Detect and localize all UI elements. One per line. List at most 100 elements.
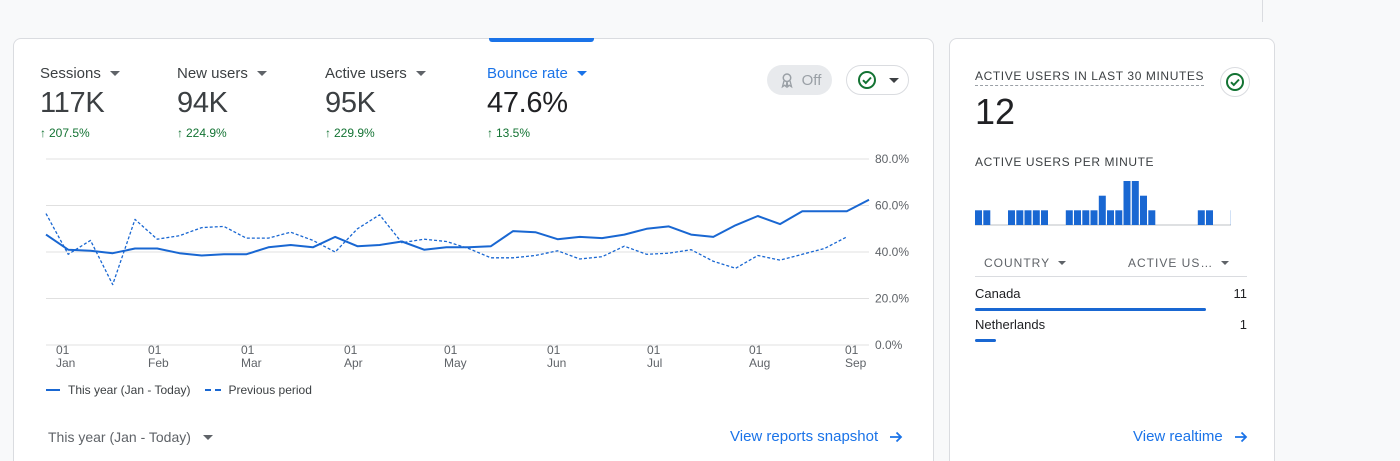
active-users-value: 1 [1239,317,1247,332]
minute-bar[interactable] [1107,210,1114,225]
active-users-column-header[interactable]: ACTIVE US… [1128,255,1230,270]
active-users-count: 12 [975,91,1016,132]
date-range-selector[interactable]: This year (Jan - Today) [48,429,213,445]
link-label: View realtime [1133,428,1223,445]
dropdown-caret-icon [576,70,587,76]
y-tick-label: 80.0% [875,152,909,166]
metric-change: 13.5% [496,126,531,140]
y-tick-label: 40.0% [875,245,909,259]
metric-tab-sessions[interactable]: Sessions 117K ↑ 207.5% [40,63,120,140]
metric-change: 224.9% [186,126,227,140]
minute-bar[interactable] [1140,195,1147,225]
series-line-previous-period [45,213,848,286]
solid-line-swatch [46,389,60,391]
view-realtime-link[interactable]: View realtime [1133,428,1249,445]
metric-label: New users [177,64,248,82]
y-tick-label: 0.0% [875,338,903,352]
metric-value: 94K [177,87,228,119]
metric-label: Bounce rate [487,64,568,82]
x-tick-day: 01 [547,343,561,357]
metric-value: 117K [40,87,105,119]
award-ribbon-icon [781,73,793,89]
x-tick-month: Aug [749,356,770,370]
minute-bar[interactable] [1115,210,1123,225]
x-tick-month: Mar [241,356,262,370]
dropdown-caret-icon [888,77,899,83]
y-tick-label: 20.0% [875,292,909,306]
x-tick-day: 01 [148,343,162,357]
dropdown-caret-icon [1221,260,1230,265]
overview-card: Sessions 117K ↑ 207.5% New users 94K ↑ 224… [13,38,934,461]
metric-tab-new-users[interactable]: New users 94K ↑ 224.9% [177,63,267,140]
legend-this-year: This year (Jan - Today) [68,383,191,397]
insights-toggle-off[interactable]: Off [767,65,832,95]
series-line-this-year [45,198,870,257]
realtime-title[interactable]: ACTIVE USERS IN LAST 30 MINUTES [975,69,1205,86]
dashed-line-swatch [204,389,221,391]
chart-legend: This year (Jan - Today) Previous period [46,383,312,397]
minute-bar[interactable] [1123,181,1131,225]
minute-bar[interactable] [1016,210,1024,225]
minute-bar[interactable] [1197,210,1205,225]
status-check-dropdown[interactable] [846,65,909,95]
metric-change: 207.5% [49,126,90,140]
arrow-right-icon [890,431,903,442]
metric-tab-bounce-rate[interactable]: Bounce rate 47.6% ↑ 13.5% [487,63,587,140]
minute-bar[interactable] [1065,210,1073,225]
bounce-rate-chart: 80.0%60.0%40.0%20.0%0.0%01Jan01Feb01Mar0… [45,152,909,370]
metric-value: 47.6% [487,87,568,119]
dropdown-caret-icon [1058,260,1067,265]
share-bar [975,339,996,342]
date-range-label: This year (Jan - Today) [48,429,191,445]
arrow-up-icon: ↑ [325,126,331,140]
country-table-header: COUNTRY ACTIVE US… [975,249,1247,277]
minute-bar[interactable] [1148,210,1156,225]
minute-bar[interactable] [1090,210,1098,225]
minute-bar[interactable] [1206,210,1213,225]
minute-bar[interactable] [1098,195,1106,225]
minute-bar[interactable] [1008,210,1015,225]
x-tick-month: Sep [845,356,867,370]
x-tick-month: Jan [56,356,75,370]
metric-tab-active-users[interactable]: Active users 95K ↑ 229.9% [325,63,426,140]
metric-change: 229.9% [334,126,375,140]
link-label: View reports snapshot [730,428,879,445]
realtime-card: ACTIVE USERS IN LAST 30 MINUTES 12 ACTIV… [949,38,1275,461]
x-tick-day: 01 [241,343,255,357]
column-label: COUNTRY [984,255,1051,270]
check-circle-icon [1226,73,1244,91]
minute-bar[interactable] [1074,210,1081,225]
dropdown-caret-icon [256,70,267,76]
per-minute-title: ACTIVE USERS PER MINUTE [975,155,1155,169]
dropdown-caret-icon [202,434,213,440]
view-reports-snapshot-link[interactable]: View reports snapshot [730,428,904,445]
minute-bar[interactable] [975,210,982,225]
minute-bar[interactable] [1024,210,1032,225]
minute-bar[interactable] [1082,210,1090,225]
realtime-status-button[interactable] [1220,67,1250,97]
y-tick-label: 60.0% [875,199,909,213]
minute-bar[interactable] [983,210,991,225]
x-tick-month: Jul [647,356,662,370]
x-tick-month: Feb [148,356,169,370]
country-column-header[interactable]: COUNTRY [975,256,1128,270]
check-circle-icon [857,71,876,89]
dropdown-caret-icon [109,70,120,76]
x-tick-day: 01 [749,343,763,357]
metric-label: Active users [325,64,407,82]
minute-bar[interactable] [1041,210,1048,225]
x-tick-month: Apr [344,356,363,370]
x-tick-month: May [444,356,467,370]
minute-bar[interactable] [1131,181,1139,225]
selected-tab-indicator [489,38,594,42]
arrow-up-icon: ↑ [177,126,183,140]
x-tick-day: 01 [56,343,70,357]
arrow-up-icon: ↑ [40,126,46,140]
country-name: Netherlands [975,317,1046,332]
x-tick-day: 01 [344,343,358,357]
minute-bar[interactable] [1032,210,1040,225]
metric-label: Sessions [40,64,101,82]
off-label: Off [801,71,822,89]
active-users-value: 11 [1233,286,1248,301]
column-label: ACTIVE US… [1128,255,1214,270]
